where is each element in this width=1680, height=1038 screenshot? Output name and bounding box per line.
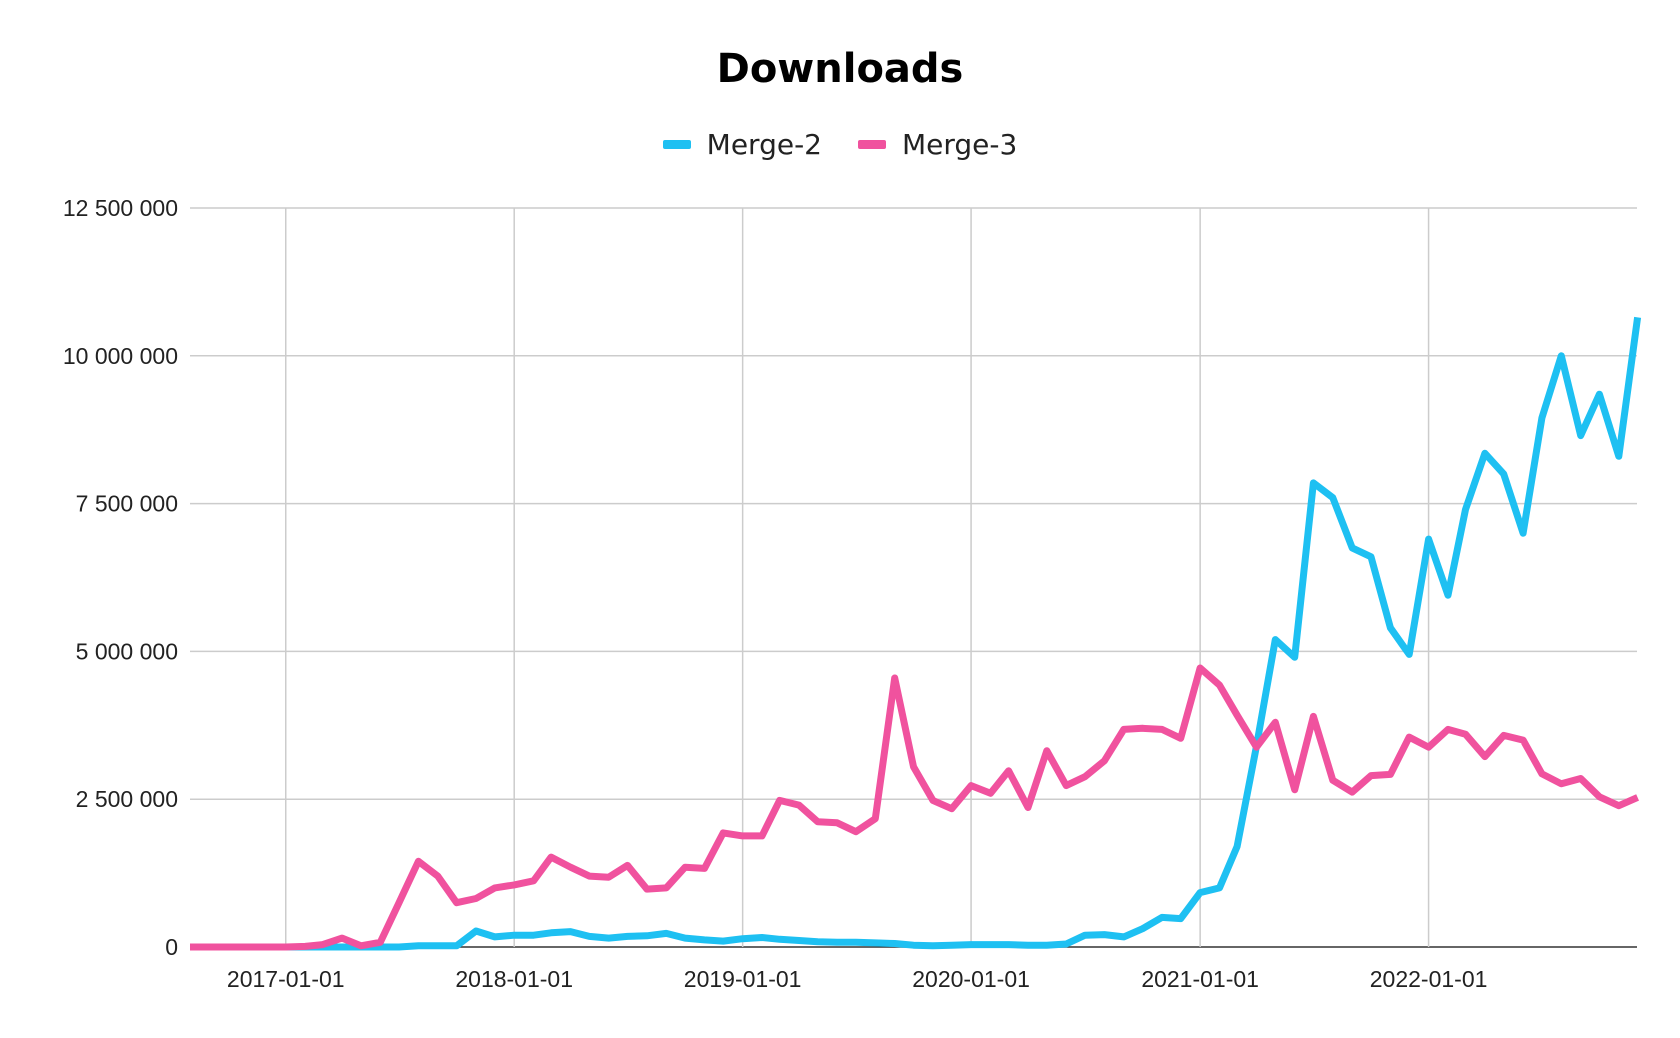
legend-item-merge-2[interactable]: Merge-2 bbox=[662, 128, 822, 161]
x-tick-label: 2020-01-01 bbox=[912, 966, 1030, 992]
legend: Merge-2 Merge-3 bbox=[0, 128, 1680, 161]
y-tick-label: 7 500 000 bbox=[76, 491, 178, 517]
y-tick-label: 5 000 000 bbox=[76, 638, 178, 664]
legend-label-merge-3: Merge-3 bbox=[902, 128, 1018, 161]
y-tick-label: 12 500 000 bbox=[63, 195, 178, 221]
x-tick-label: 2022-01-01 bbox=[1370, 966, 1488, 992]
legend-item-merge-3[interactable]: Merge-3 bbox=[858, 128, 1017, 161]
chart-title: Downloads bbox=[716, 46, 964, 92]
legend-label-merge-2: Merge-2 bbox=[706, 128, 822, 161]
x-tick-label: 2021-01-01 bbox=[1141, 966, 1259, 992]
y-tick-label: 10 000 000 bbox=[63, 343, 178, 369]
x-tick-label: 2017-01-01 bbox=[227, 966, 345, 992]
y-tick-label: 0 bbox=[165, 934, 178, 960]
legend-swatch-merge-3 bbox=[858, 140, 886, 149]
y-tick-label: 2 500 000 bbox=[76, 786, 178, 812]
series-line-merge-2 bbox=[190, 316, 1642, 951]
series-line-merge-3 bbox=[190, 664, 1640, 951]
x-tick-label: 2019-01-01 bbox=[684, 966, 802, 992]
x-tick-label: 2018-01-01 bbox=[455, 966, 573, 992]
legend-swatch-merge-2 bbox=[662, 140, 691, 149]
